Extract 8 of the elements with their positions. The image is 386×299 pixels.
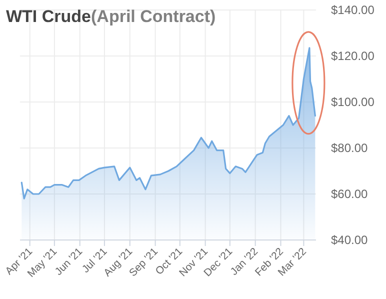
y-tick-label: $100.00 bbox=[331, 95, 375, 110]
y-tick-label: $80.00 bbox=[331, 141, 368, 156]
chart-title: WTI Crude bbox=[6, 7, 91, 26]
y-tick-label: $60.00 bbox=[331, 187, 368, 202]
chart-subtitle: (April Contract) bbox=[91, 7, 216, 26]
y-tick-label: $40.00 bbox=[331, 233, 368, 248]
y-tick-label: $120.00 bbox=[331, 49, 375, 64]
y-tick-label: $140.00 bbox=[331, 3, 375, 18]
